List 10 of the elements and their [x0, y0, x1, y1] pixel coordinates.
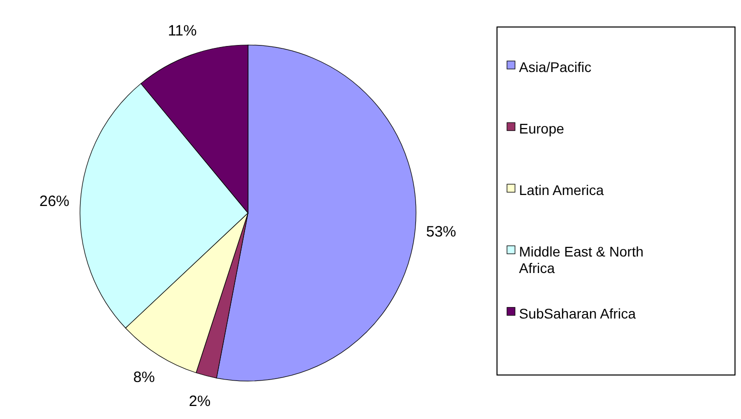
data-label: 11%	[168, 22, 197, 40]
data-label: 26%	[39, 193, 70, 210]
data-label: 2%	[188, 393, 211, 410]
legend-label: Europe	[519, 120, 564, 136]
legend-label: SubSaharan Africa	[519, 305, 636, 322]
data-label: 8%	[133, 369, 155, 386]
data-label: 53%	[426, 224, 456, 241]
legend-label: Middle East & North Africa	[519, 244, 644, 276]
legend-label: Asia/Pacific	[519, 58, 592, 75]
legend-label: Latin America	[519, 182, 604, 198]
